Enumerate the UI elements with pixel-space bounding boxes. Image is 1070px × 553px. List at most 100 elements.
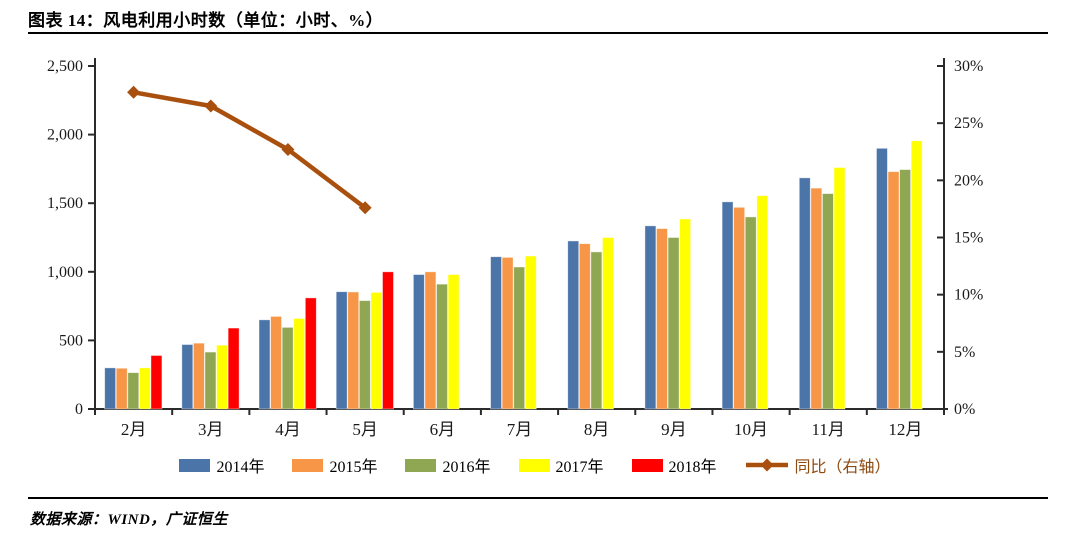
legend-color-swatch (518, 458, 550, 472)
bar-2017年-10月 (756, 195, 769, 410)
bar-2015年-11月 (810, 187, 823, 410)
left-axis-tick-label: 2,000 (47, 127, 83, 144)
bar-2017年-5月 (370, 291, 383, 410)
bar-2017年-7月 (524, 255, 537, 410)
x-axis-category-label: 3月 (198, 420, 224, 439)
legend-label: 同比（右轴） (794, 459, 891, 476)
bar-2017年-8月 (602, 237, 614, 410)
legend-color-swatch (405, 458, 437, 472)
left-axis-tick-label: 2,500 (47, 58, 83, 75)
bar-2017年-12月 (910, 140, 923, 410)
x-axis-category-label: 7月 (507, 420, 533, 439)
bar-2017年-11月 (833, 167, 846, 410)
bar-2016年-12月 (899, 169, 911, 410)
right-axis-tick-label: 20% (954, 172, 983, 189)
bar-2016年-3月 (204, 351, 217, 410)
bar-2016年-4月 (281, 326, 294, 410)
bar-2017年-4月 (293, 318, 306, 410)
left-axis-tick-label: 1,500 (47, 195, 83, 212)
legend-item-2014年: 2014年 (179, 453, 264, 477)
chart-legend: 2014年 2015年 2016年 2017年 2018年 同比（右轴） (0, 452, 1070, 478)
bar-2017年-3月 (216, 344, 228, 410)
x-axis-category-label: 4月 (275, 420, 301, 439)
bar-2018年-3月 (227, 327, 240, 410)
bar-2018年-4月 (304, 297, 317, 410)
legend-line-diamond-icon (745, 458, 788, 472)
right-axis-tick-label: 0% (954, 401, 975, 418)
x-axis-category-label: 10月 (734, 420, 768, 439)
bar-2016年-2月 (127, 372, 140, 410)
bar-2014年-5月 (335, 291, 348, 410)
legend-item-同比（右轴）: 同比（右轴） (745, 453, 891, 477)
x-axis-category-label: 5月 (352, 420, 378, 439)
right-axis-tick-label: 30% (954, 58, 983, 75)
left-axis-tick-label: 500 (59, 332, 83, 349)
legend-color-swatch (179, 458, 211, 472)
bar-2014年-2月 (104, 367, 117, 410)
legend-color-swatch (292, 458, 324, 472)
x-axis-category-label: 9月 (661, 420, 687, 439)
bar-2016年-6月 (436, 283, 448, 410)
bar-2014年-11月 (798, 177, 811, 410)
bar-2017年-2月 (138, 367, 151, 410)
bar-2015年-4月 (270, 315, 282, 410)
right-axis-tick-label: 5% (954, 344, 975, 361)
right-axis-tick-label: 25% (954, 115, 983, 132)
bar-2017年-6月 (447, 274, 460, 410)
legend-label: 2017年 (555, 459, 604, 476)
bar-2015年-8月 (578, 243, 591, 410)
line-diamond-marker-icon (204, 99, 218, 113)
bar-2015年-9月 (656, 228, 668, 410)
title-underline (28, 32, 1048, 34)
figure-title: 图表 14：风电利用小时数（单位：小时、%） (28, 11, 384, 30)
bar-2014年-6月 (412, 274, 425, 410)
legend-item-2018年: 2018年 (631, 453, 717, 477)
bar-2016年-5月 (358, 300, 371, 410)
bar-2014年-7月 (490, 256, 502, 410)
legend-label: 2016年 (442, 459, 491, 476)
bar-2016年-10月 (744, 216, 757, 410)
x-axis-category-label: 2月 (121, 420, 147, 439)
legend-color-swatch (631, 458, 663, 472)
x-axis-category-label: 12月 (888, 420, 922, 439)
yoy-line (131, 90, 368, 211)
right-axis-tick-label: 10% (954, 287, 983, 304)
legend-item-2016年: 2016年 (405, 453, 491, 477)
right-axis-tick-label: 15% (954, 230, 983, 247)
bar-2014年-4月 (258, 319, 271, 410)
x-axis-category-label: 11月 (812, 420, 845, 439)
bar-2016年-11月 (822, 193, 834, 410)
legend-label: 2018年 (668, 459, 717, 476)
wind-utilization-chart: 0 500 1,000 1,500 2,000 2,500 0% 5% 10% 15% 20% 25%… (0, 36, 1070, 448)
bar-2016年-7月 (513, 266, 526, 410)
footer-divider (28, 497, 1048, 499)
line-diamond-marker-icon (281, 142, 295, 156)
line-diamond-marker-icon (127, 85, 141, 99)
bar-2016年-9月 (667, 237, 680, 410)
legend-label: 2015年 (329, 459, 378, 476)
chart-canvas: 0 500 1,000 1,500 2,000 2,500 0% 5% 10% 15% 20% 25%… (47, 58, 983, 439)
bar-2014年-3月 (181, 344, 194, 410)
left-axis-tick-label: 0 (75, 401, 83, 418)
bar-2018年-2月 (150, 355, 163, 410)
bar-2016年-8月 (590, 251, 603, 410)
legend-label: 2014年 (216, 459, 265, 476)
bar-2014年-8月 (567, 240, 580, 410)
bar-2014年-9月 (644, 225, 657, 410)
bar-2017年-9月 (679, 218, 692, 410)
bar-2015年-10月 (733, 206, 746, 410)
bar-2014年-12月 (876, 147, 888, 410)
bar-2015年-12月 (887, 171, 900, 410)
x-axis-category-label: 6月 (430, 420, 456, 439)
left-axis-tick-label: 1,000 (47, 264, 83, 281)
bar-2015年-3月 (193, 342, 205, 410)
bar-2015年-2月 (115, 367, 128, 410)
bar-2015年-6月 (424, 271, 437, 410)
bar-2018年-5月 (382, 271, 394, 410)
legend-item-2017年: 2017年 (518, 453, 604, 477)
bar-2014年-10月 (721, 201, 734, 410)
bar-2015年-5月 (347, 291, 360, 410)
line-diamond-marker-icon (358, 201, 372, 215)
data-source: 数据来源：WIND，广证恒生 (30, 512, 228, 528)
